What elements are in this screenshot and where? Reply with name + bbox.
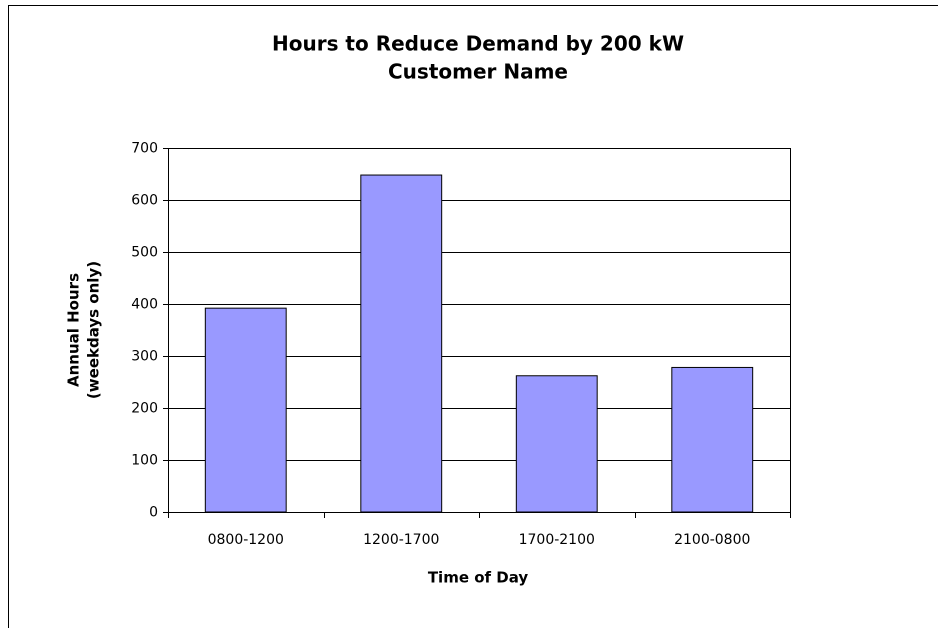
- y-tick-label: 700: [131, 141, 158, 157]
- chart-subtitle: Customer Name: [388, 60, 568, 84]
- y-tick-label: 400: [131, 297, 158, 313]
- x-tick-label: 0800-1200: [208, 532, 284, 548]
- bar: [360, 174, 443, 513]
- y-tick-label: 500: [131, 245, 158, 261]
- chart-title: Hours to Reduce Demand by 200 kW: [272, 32, 684, 56]
- y-tick-label: 100: [131, 453, 158, 469]
- bar: [671, 366, 754, 513]
- x-axis-label: Time of Day: [428, 569, 529, 587]
- y-tick-label: 300: [131, 349, 158, 365]
- x-tick-label: 2100-0800: [674, 532, 750, 548]
- y-axis-label: Annual Hours: [65, 273, 83, 387]
- y-axis-label: (weekdays only): [85, 261, 103, 399]
- bar: [204, 307, 287, 513]
- x-tick-label: 1200-1700: [363, 532, 439, 548]
- y-tick-label: 0: [149, 505, 158, 521]
- x-tick-label: 1700-2100: [519, 532, 595, 548]
- bar: [515, 375, 598, 513]
- y-tick-label: 200: [131, 401, 158, 417]
- y-tick-label: 600: [131, 193, 158, 209]
